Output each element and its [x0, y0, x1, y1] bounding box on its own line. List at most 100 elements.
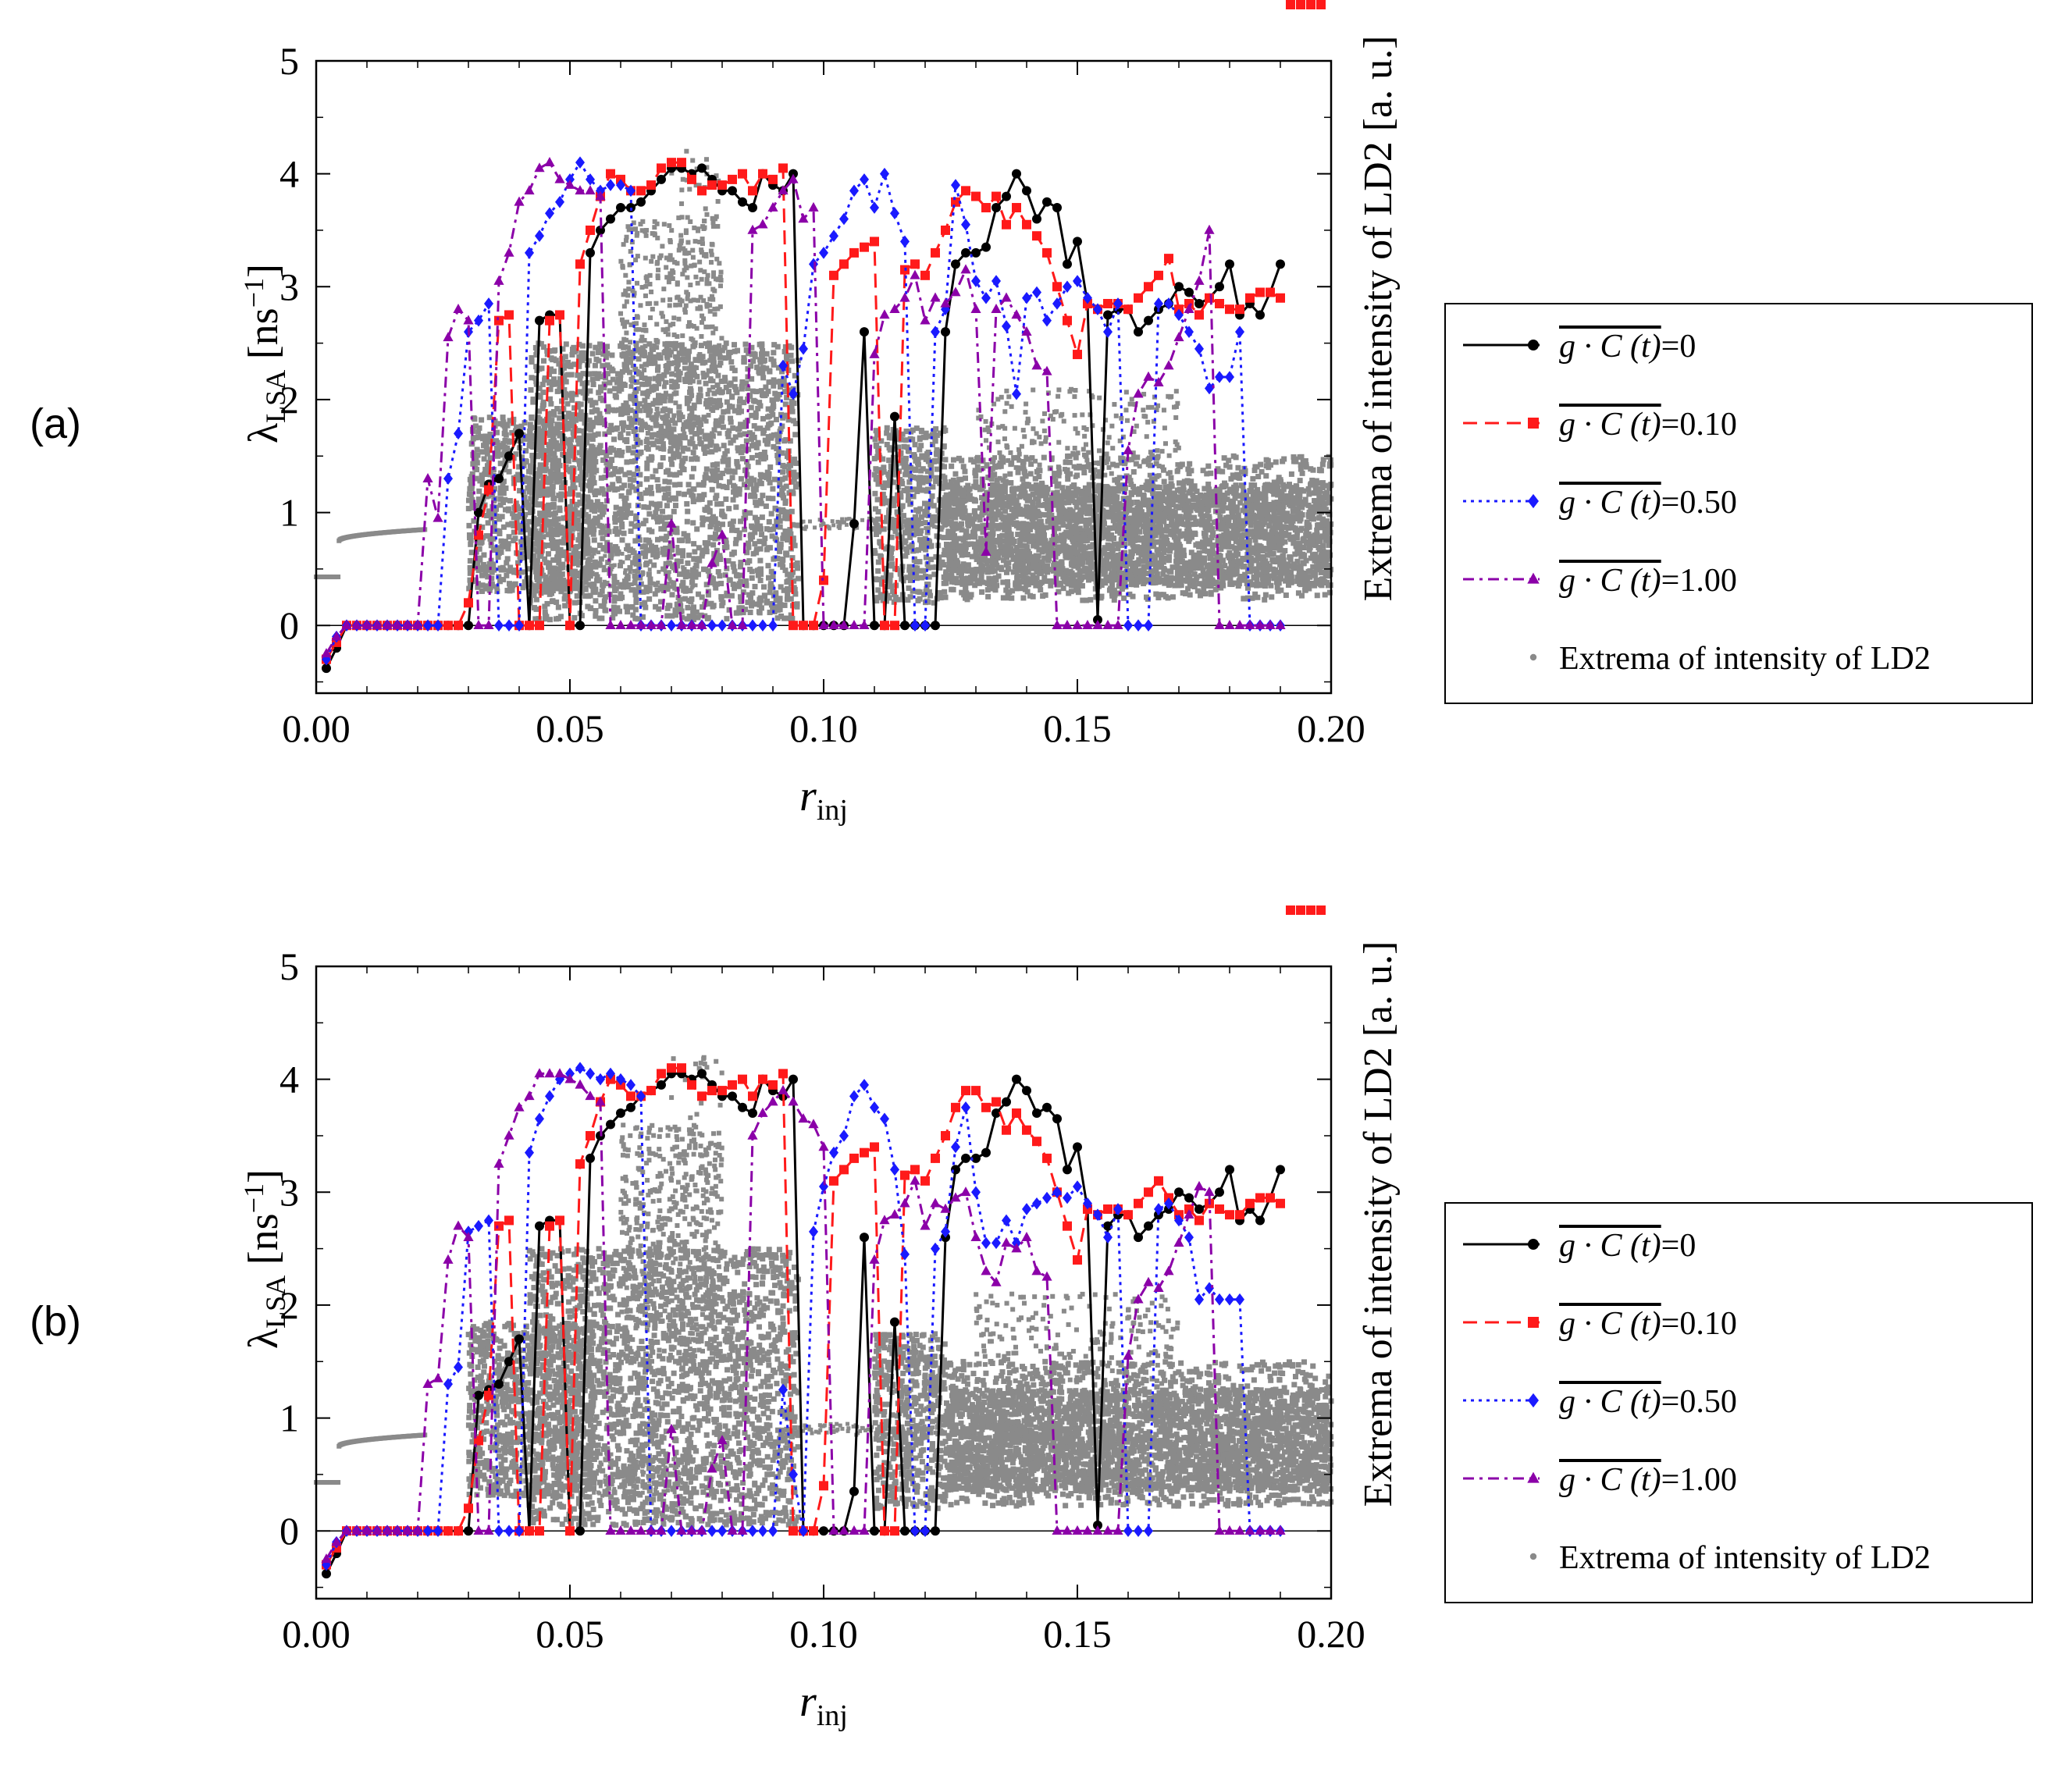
extrema-point — [596, 419, 603, 425]
extrema-point — [703, 435, 709, 440]
extrema-point — [558, 445, 564, 451]
extrema-point — [1229, 543, 1235, 550]
extrema-point — [941, 535, 947, 541]
extrema-point — [676, 404, 682, 410]
extrema-point — [721, 375, 728, 381]
extrema-point — [543, 464, 549, 470]
extrema-point — [622, 367, 628, 372]
extrema-point — [779, 476, 785, 482]
extrema-point — [1229, 513, 1235, 519]
extrema-point — [1181, 553, 1187, 559]
extrema-point — [482, 564, 488, 570]
extrema-point — [723, 384, 729, 390]
extrema-point — [727, 349, 733, 355]
extrema-point — [593, 607, 599, 614]
extrema-point — [573, 501, 579, 507]
extrema-point — [497, 461, 504, 467]
extrema-point — [902, 437, 909, 443]
extrema-point — [579, 343, 586, 349]
extrema-point — [475, 555, 482, 561]
extrema-point — [1001, 487, 1007, 493]
extrema-point — [747, 532, 753, 539]
extrema-point — [675, 443, 681, 450]
extrema-point — [697, 351, 703, 357]
extrema-point — [597, 415, 603, 422]
extrema-point — [593, 400, 599, 406]
extrema-point — [638, 449, 644, 455]
extrema-point — [624, 439, 630, 445]
extrema-point — [597, 507, 603, 513]
extrema-point — [909, 573, 915, 579]
extrema-point — [650, 474, 656, 480]
extrema-point — [653, 505, 660, 511]
extrema-point — [650, 254, 656, 259]
extrema-point — [770, 400, 776, 406]
extrema-point — [690, 254, 696, 260]
extrema-point — [774, 432, 781, 438]
extrema-point — [882, 480, 888, 486]
extrema-point — [614, 379, 620, 386]
extrema-point — [574, 559, 580, 565]
extrema-point — [589, 350, 596, 357]
extrema-point — [1039, 566, 1045, 572]
extrema-point — [738, 578, 744, 585]
extrema-point — [524, 500, 530, 507]
extrema-point — [709, 252, 714, 258]
extrema-point — [901, 464, 907, 470]
extrema-point — [652, 383, 657, 389]
extrema-point — [490, 535, 497, 542]
extrema-point — [717, 349, 723, 354]
extrema-point — [644, 444, 650, 450]
extrema-point — [689, 322, 694, 328]
extrema-point — [627, 369, 632, 375]
extrema-point — [710, 347, 715, 352]
extrema-point — [561, 365, 567, 371]
extrema-point — [703, 206, 708, 212]
extrema-point — [489, 569, 495, 575]
extrema-point — [920, 487, 927, 493]
extrema-point — [766, 476, 772, 482]
extrema-point — [624, 299, 629, 304]
extrema-point — [561, 515, 567, 521]
extrema-point — [651, 347, 657, 352]
extrema-point — [787, 438, 793, 444]
extrema-point — [599, 523, 605, 529]
extrema-point — [929, 514, 935, 520]
extrema-point — [672, 346, 678, 352]
extrema-point — [505, 546, 511, 552]
extrema-point — [687, 488, 693, 494]
extrema-point — [792, 484, 799, 490]
extrema-point — [555, 468, 561, 474]
extrema-point — [1159, 533, 1165, 539]
extrema-point — [580, 390, 586, 396]
extrema-point — [774, 379, 780, 385]
extrema-point — [707, 535, 714, 541]
extrema-point — [700, 237, 705, 242]
extrema-point — [671, 508, 677, 514]
extrema-point — [611, 598, 618, 604]
extrema-point — [551, 527, 557, 533]
extrema-point — [642, 368, 647, 373]
extrema-point — [1323, 518, 1330, 525]
extrema-point — [682, 268, 687, 273]
extrema-point — [708, 439, 714, 445]
extrema-point — [745, 386, 751, 392]
extrema-point — [536, 578, 542, 585]
extrema-point — [654, 551, 660, 557]
extrema-point — [643, 327, 649, 333]
extrema-point — [675, 383, 680, 389]
extrema-point — [686, 251, 692, 256]
extrema-point — [586, 371, 593, 377]
extrema-point — [917, 530, 924, 536]
extrema-point — [487, 431, 493, 437]
extrema-point — [739, 450, 745, 456]
extrema-point — [744, 560, 750, 566]
extrema-point — [717, 363, 722, 368]
extrema-point — [789, 479, 796, 485]
extrema-point — [933, 426, 939, 432]
extrema-point — [761, 357, 767, 363]
extrema-point — [704, 504, 710, 511]
extrema-point — [1209, 545, 1216, 551]
extrema-point — [601, 503, 607, 510]
extrema-point — [970, 570, 976, 576]
